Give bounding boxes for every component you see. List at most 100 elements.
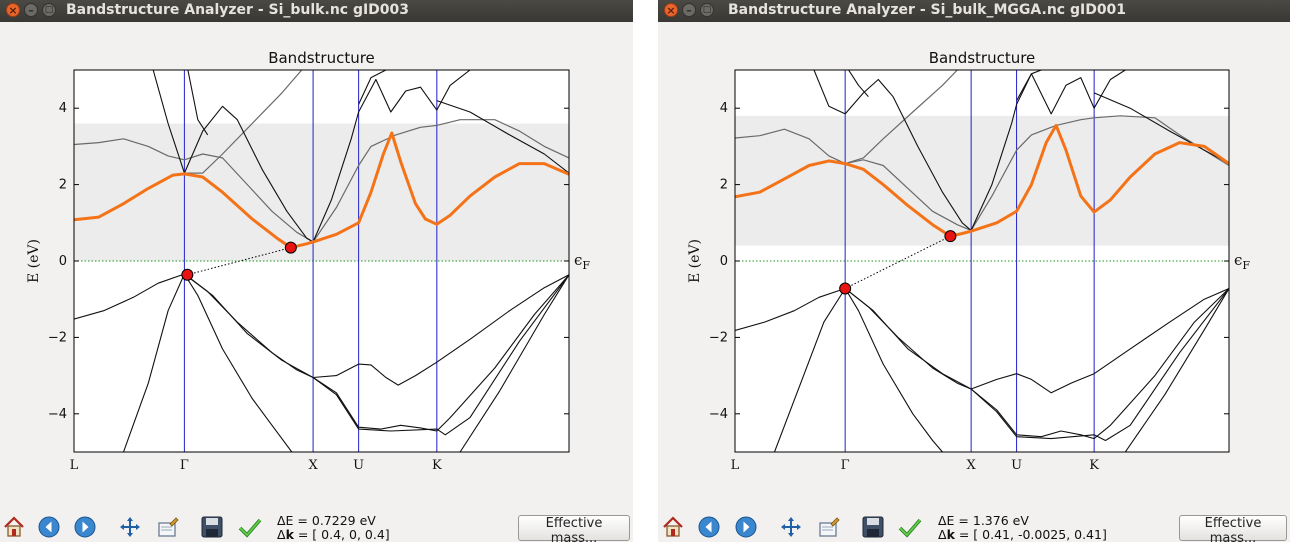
- delta-symbol: Δ: [938, 527, 947, 542]
- y-axis-label: E (eV): [687, 239, 703, 283]
- fermi-level-label: ϵF: [1234, 251, 1250, 272]
- kpoint-label-2: X: [966, 458, 976, 473]
- delta-k-readout: Δk = [ 0.41, -0.0025, 0.41]: [938, 528, 1107, 542]
- home-icon[interactable]: [661, 515, 685, 539]
- band-conduction-black4: [848, 70, 869, 98]
- forward-arrow-icon[interactable]: [73, 515, 97, 539]
- checkmark-icon[interactable]: [898, 515, 922, 539]
- pan-icon[interactable]: [118, 515, 142, 539]
- toolbar: ΔE = 0.7229 eV Δk = [ 0.4, 0, 0.4] Effec…: [0, 510, 633, 542]
- zoom-rect-icon[interactable]: [817, 515, 841, 539]
- home-icon[interactable]: [2, 515, 26, 539]
- maximize-window-button[interactable]: □: [700, 3, 714, 17]
- close-window-button[interactable]: ×: [664, 3, 678, 17]
- title-bar: × – □ Bandstructure Analyzer - Si_bulk_M…: [658, 0, 1290, 22]
- chart-title: Bandstructure: [268, 49, 375, 67]
- band-valence-low: [773, 287, 943, 452]
- band-conduction-black4: [187, 70, 209, 136]
- delta-e-readout: ΔE = 1.376 eV: [938, 513, 1029, 528]
- band-valence-4: [970, 288, 1229, 442]
- band-valence-4: [312, 274, 569, 436]
- band-conduction-black2: [358, 70, 471, 113]
- gap-connector-line: [187, 247, 291, 276]
- band-conduction-black2: [1016, 70, 1126, 115]
- forward-arrow-icon[interactable]: [734, 515, 758, 539]
- delta-symbol: Δ: [277, 527, 286, 542]
- band-conduction-gray2: [184, 70, 303, 174]
- fermi-epsilon: ϵ: [1234, 251, 1242, 269]
- band-valence-mid: [844, 288, 1229, 440]
- kpoint-label-4: K: [1089, 458, 1099, 473]
- band-valence-low: [122, 273, 293, 452]
- chart-title: Bandstructure: [929, 49, 1036, 67]
- kpoint-label-0: L: [70, 458, 79, 473]
- band-conduction-black3: [436, 100, 569, 174]
- band-conduction-gray2: [845, 70, 958, 165]
- band-valence-top: [735, 287, 1229, 394]
- bands-group: [74, 70, 569, 452]
- y-tick-label: −4: [48, 407, 67, 422]
- delta-k-value: = [ 0.4, 0, 0.4]: [293, 527, 390, 542]
- window-title: Bandstructure Analyzer - Si_bulk.nc gID0…: [66, 2, 410, 18]
- cbm-marker: [944, 230, 957, 243]
- window-2: × – □ Bandstructure Analyzer - Si_bulk_M…: [658, 0, 1290, 542]
- save-icon[interactable]: [861, 515, 885, 539]
- vbm-marker: [181, 268, 194, 281]
- y-tick-label: −2: [48, 330, 67, 345]
- kpoint-label-4: K: [432, 458, 442, 473]
- bandstructure-chart[interactable]: −4 −2 0 2 4 L Γ X U K Bandstructure E (eV) ϵF: [0, 22, 633, 510]
- back-arrow-icon[interactable]: [37, 515, 61, 539]
- minimize-window-button[interactable]: –: [24, 3, 38, 17]
- fermi-epsilon: ϵ: [574, 251, 582, 269]
- window-title: Bandstructure Analyzer - Si_bulk_MGGA.nc…: [728, 2, 1127, 18]
- band-conduction-black5: [1016, 70, 1042, 101]
- checkmark-icon[interactable]: [238, 515, 262, 539]
- band-valence-5: [1124, 288, 1229, 452]
- y-tick-label: 4: [59, 101, 67, 116]
- pan-icon[interactable]: [779, 515, 803, 539]
- delta-k-readout: Δk = [ 0.4, 0, 0.4]: [277, 528, 390, 542]
- k-symbol: k: [946, 527, 955, 542]
- effective-mass-button[interactable]: Effective mass...: [518, 515, 630, 542]
- delta-k-value: = [ 0.41, -0.0025, 0.41]: [954, 527, 1107, 542]
- k-symbol: k: [285, 527, 294, 542]
- y-tick-label: −4: [709, 407, 728, 422]
- band-conduction-highlight: [735, 123, 1229, 238]
- vbm-marker: [839, 282, 852, 295]
- energy-window-shade: [735, 115, 1229, 246]
- band-valence-mid: [184, 273, 569, 432]
- bandstructure-chart[interactable]: −4 −2 0 2 4 L Γ X U K Bandstructure E (eV) ϵF: [658, 22, 1290, 510]
- delta-e-readout: ΔE = 0.7229 eV: [277, 513, 376, 528]
- kpoint-label-3: U: [1011, 458, 1022, 473]
- y-tick-label: 2: [59, 178, 67, 193]
- back-arrow-icon[interactable]: [697, 515, 721, 539]
- y-tick-label: 4: [720, 101, 728, 116]
- window-1: × – □ Bandstructure Analyzer - Si_bulk.n…: [0, 0, 633, 542]
- band-conduction-black3: [1093, 92, 1229, 165]
- fermi-level-label: ϵF: [574, 251, 590, 272]
- save-icon[interactable]: [200, 515, 224, 539]
- band-valence-top: [74, 273, 569, 386]
- band-conduction-black1: [813, 70, 1018, 231]
- fermi-subscript: F: [582, 259, 590, 272]
- bands-group: [735, 70, 1229, 452]
- y-tick-label: 0: [59, 254, 67, 269]
- band-valence-5: [459, 274, 569, 452]
- fermi-subscript: F: [1242, 259, 1250, 272]
- kpoint-label-1: Γ: [180, 458, 189, 473]
- cbm-marker: [284, 241, 297, 254]
- y-axis-label: E (eV): [26, 239, 42, 283]
- effective-mass-button[interactable]: Effective mass...: [1179, 515, 1287, 542]
- kpoint-label-0: L: [731, 458, 740, 473]
- maximize-window-button[interactable]: □: [42, 3, 56, 17]
- close-window-button[interactable]: ×: [6, 3, 20, 17]
- y-tick-label: 0: [720, 254, 728, 269]
- kpoint-label-3: U: [353, 458, 364, 473]
- kpoint-label-1: Γ: [841, 458, 850, 473]
- band-conduction-highlight: [74, 131, 569, 250]
- y-tick-label: −2: [709, 330, 728, 345]
- band-conduction-black5: [358, 70, 387, 105]
- zoom-rect-icon[interactable]: [156, 515, 180, 539]
- kpoint-label-2: X: [308, 458, 318, 473]
- minimize-window-button[interactable]: –: [682, 3, 696, 17]
